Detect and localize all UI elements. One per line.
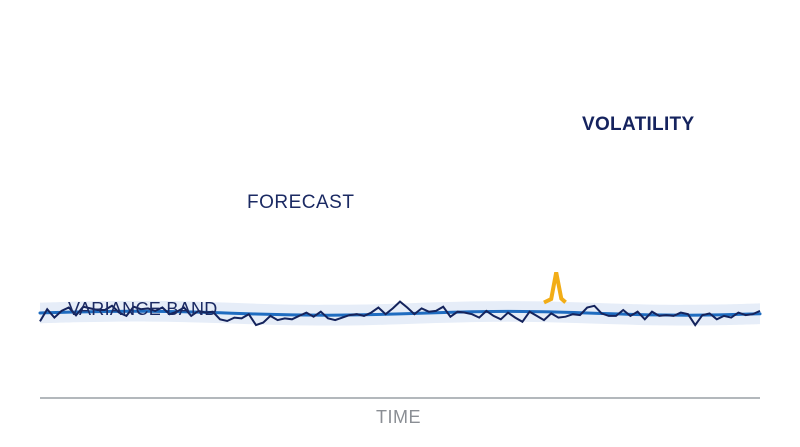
volatility-annotation: VOLATILITY bbox=[582, 114, 695, 135]
x-axis-label: TIME bbox=[376, 407, 421, 427]
variance-band-annotation: VARIANCE BAND bbox=[68, 299, 218, 319]
forecast-annotation: FORECAST bbox=[247, 192, 355, 213]
observed-series-line bbox=[39, 300, 761, 327]
volatility-spike-line bbox=[543, 272, 567, 305]
